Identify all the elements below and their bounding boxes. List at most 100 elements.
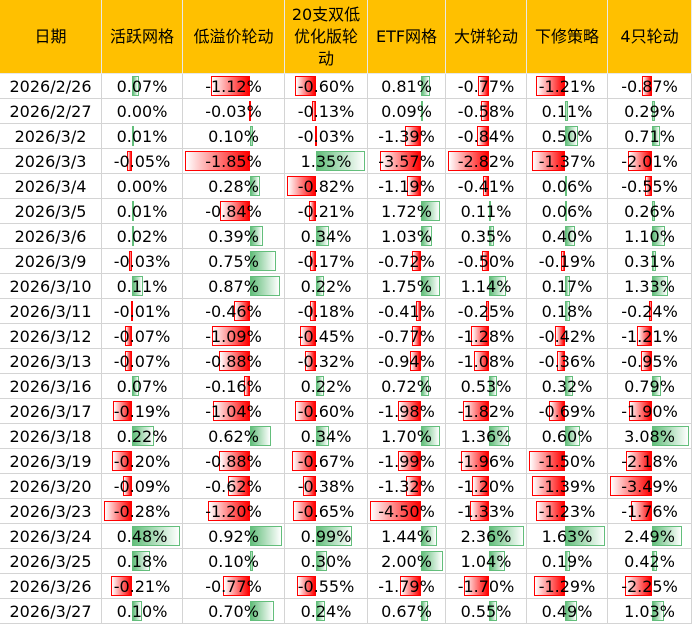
header-cell: 下修策略 (527, 0, 608, 74)
header-text: 下修策略 (534, 26, 599, 46)
value-cell: 0.06% (527, 174, 608, 199)
data-bar (293, 501, 317, 521)
value-cell: 0.75% (183, 249, 285, 274)
cell-text: 0.11% (116, 276, 168, 296)
cell-text: -1.33% (457, 501, 515, 521)
value-cell: -1.21% (527, 74, 608, 99)
data-bar (220, 201, 250, 221)
cell-text: -0.07% (113, 351, 171, 371)
value-cell: 0.49% (527, 599, 608, 624)
cell-text: 1.04% (460, 551, 512, 571)
header-cell: 4只轮动 (608, 0, 692, 74)
data-bar (407, 176, 421, 196)
value-cell: -0.67% (285, 449, 368, 474)
data-bar (132, 276, 143, 296)
data-bar (625, 451, 652, 471)
data-bar (420, 376, 429, 396)
value-cell: -0.77% (446, 74, 527, 99)
value-cell: -0.03% (102, 249, 183, 274)
data-bar (651, 201, 656, 221)
value-cell: 0.34% (285, 224, 368, 249)
data-bar (249, 426, 272, 446)
value-cell: 0.40% (527, 224, 608, 249)
cell-text: 2026/3/17 (9, 401, 92, 421)
value-cell: -0.95% (608, 349, 692, 374)
data-bar (316, 376, 325, 396)
value-cell: -0.55% (608, 174, 692, 199)
cell-text: 0.35% (460, 226, 512, 246)
data-bar (316, 226, 329, 246)
cell-text: -4.50% (378, 501, 435, 521)
cell-text: 0.81% (381, 76, 432, 96)
value-cell: 0.42% (608, 549, 692, 574)
cell-text: 2026/3/5 (14, 201, 87, 221)
data-bar (485, 301, 490, 321)
cell-text: 0.10% (208, 126, 259, 146)
value-cell: 0.11% (446, 199, 527, 224)
cell-text: -1.20% (457, 476, 515, 496)
value-cell: 1.03% (368, 224, 446, 249)
data-bar (132, 601, 142, 621)
data-bar (489, 226, 495, 246)
value-cell: 0.81% (368, 74, 446, 99)
data-bar (415, 301, 421, 321)
data-bar (565, 201, 568, 221)
cell-text: 0.09% (381, 101, 432, 121)
cell-text: -0.62% (205, 476, 262, 496)
value-cell: 2.00% (368, 549, 446, 574)
data-bar (218, 351, 250, 371)
cell-text: 2026/2/26 (9, 76, 92, 96)
value-cell: -1.08% (446, 349, 527, 374)
cell-text: -0.88% (205, 451, 262, 471)
data-bar (536, 76, 566, 96)
cell-text: 0.06% (541, 176, 593, 196)
data-bar (380, 151, 421, 171)
header-cell: 活跃网格 (102, 0, 183, 74)
cell-text: 0.87% (208, 276, 259, 296)
data-bar (112, 451, 132, 471)
data-bar (420, 551, 443, 571)
value-cell: -1.28% (446, 324, 527, 349)
cell-text: -1.96% (457, 451, 515, 471)
value-cell: -0.28% (102, 499, 183, 524)
value-cell: -1.90% (608, 399, 692, 424)
header-cell: 大饼轮动 (446, 0, 527, 74)
cell-text: 0.49% (541, 601, 593, 621)
data-bar (448, 151, 490, 171)
value-cell: 0.10% (183, 549, 285, 574)
value-cell: -1.85% (183, 149, 285, 174)
cell-text: 2026/3/23 (9, 501, 92, 521)
data-bar (248, 101, 251, 121)
value-cell: -0.09% (102, 474, 183, 499)
data-bar (548, 401, 566, 421)
cell-text: 0.34% (300, 426, 352, 446)
value-cell: 0.55% (446, 599, 527, 624)
data-bar (565, 526, 605, 546)
data-bar (489, 426, 510, 446)
cell-text: 0.17% (541, 276, 593, 296)
cell-text: -0.03% (113, 251, 171, 271)
value-cell: 1.72% (368, 199, 446, 224)
cell-text: -0.55% (621, 176, 678, 196)
cell-text: -0.32% (297, 351, 355, 371)
value-cell: -1.50% (527, 449, 608, 474)
date-cell: 2026/3/9 (0, 249, 102, 274)
value-cell: -1.37% (527, 149, 608, 174)
data-bar (489, 201, 492, 221)
cell-text: -1.85% (205, 151, 262, 171)
value-cell: -1.82% (446, 399, 527, 424)
cell-text: 2026/3/6 (14, 226, 87, 246)
data-bar (420, 201, 440, 221)
cell-text: 0.30% (300, 551, 352, 571)
data-bar (489, 526, 524, 546)
date-cell: 2026/3/24 (0, 524, 102, 549)
data-bar (651, 376, 662, 396)
data-bar (127, 151, 132, 171)
cell-text: -2.01% (621, 151, 678, 171)
cell-text: -0.03% (297, 126, 355, 146)
data-bar (420, 101, 423, 121)
cell-text: -1.50% (538, 451, 596, 471)
value-cell: 0.24% (285, 599, 368, 624)
data-bar (125, 326, 132, 346)
value-cell: 1.33% (608, 274, 692, 299)
